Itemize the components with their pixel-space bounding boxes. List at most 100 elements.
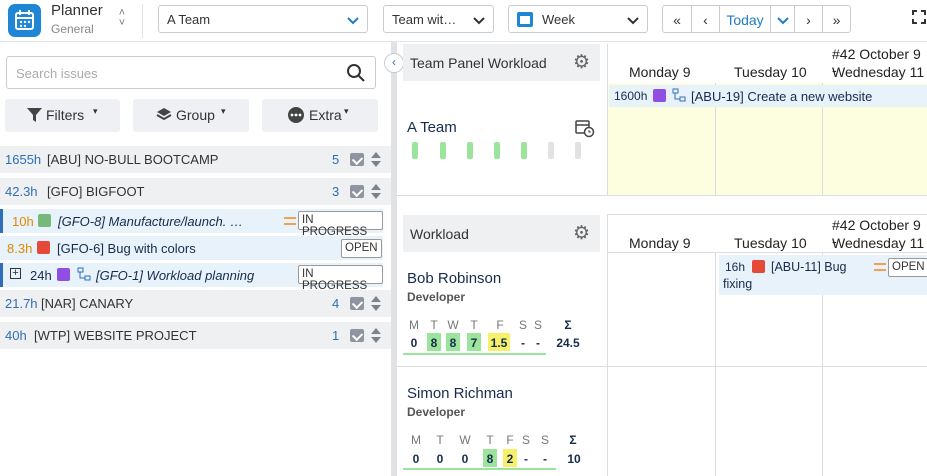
status-badge: IN PROGRESS: [298, 211, 383, 238]
issue-row[interactable]: 10h [GFO-8] Manufacture/launch. … IN PRO…: [0, 209, 383, 238]
layers-icon: [156, 107, 172, 126]
issue-title: [GFO-6] Bug with colors: [57, 241, 196, 256]
day-value: 0: [410, 336, 418, 350]
view-select[interactable]: Team wit…: [383, 5, 494, 33]
last-period-button[interactable]: »: [822, 5, 851, 33]
group-hours: 40h: [5, 328, 27, 343]
app-switch-icon[interactable]: ˄ ˅: [118, 7, 126, 29]
workload-bar: [440, 142, 446, 159]
user-role: Developer: [407, 405, 466, 419]
hierarchy-icon: [77, 267, 91, 284]
group-button[interactable]: Group ▾: [133, 99, 249, 132]
sort-icon[interactable]: [371, 296, 381, 311]
sort-icon[interactable]: [371, 152, 381, 167]
medium-priority-icon: [874, 263, 886, 271]
check-icon[interactable]: [350, 297, 364, 310]
day-value: 0: [412, 452, 420, 466]
workload-bar: [412, 142, 418, 159]
team-select[interactable]: A Team: [158, 5, 368, 33]
today-button[interactable]: Today: [719, 5, 771, 33]
filters-label: Filters: [46, 107, 85, 123]
day-letter: S: [533, 318, 542, 332]
team-name: A Team: [407, 119, 457, 136]
check-icon[interactable]: [350, 185, 364, 198]
group-name: [ABU] NO-BULL BOOTCAMP: [47, 152, 219, 167]
issue-row[interactable]: + 24h [GFO-1] Workload planning IN PROGR…: [0, 263, 383, 292]
group-row-wtp[interactable]: 40h [WTP] WEBSITE PROJECT 1: [0, 322, 391, 349]
group-hours: 21.7h: [5, 296, 38, 311]
day-value: -: [524, 452, 528, 466]
filters-button[interactable]: Filters ▾: [5, 99, 120, 132]
workload-bar: [575, 142, 581, 159]
day-letter: T: [486, 433, 494, 447]
day-value: -: [543, 452, 547, 466]
bug-icon: [37, 241, 50, 254]
gear-icon[interactable]: ⚙: [573, 52, 591, 73]
sort-icon[interactable]: [371, 328, 381, 343]
sort-icon[interactable]: [371, 184, 381, 199]
day-letter: S: [540, 433, 549, 447]
workload-underline: [403, 468, 556, 470]
group-count: 3: [332, 184, 340, 199]
group-name: [WTP] WEBSITE PROJECT: [34, 328, 197, 343]
extra-label: Extra: [309, 107, 342, 123]
issues-panel: Search issues Filters ▾ Group ▾ Extra ▾ …: [0, 42, 391, 476]
view-select-value: Team wit…: [392, 12, 457, 27]
day-letter: M: [411, 433, 421, 447]
sum-value: 10: [567, 452, 581, 466]
week-label: #42 October 9 -: [832, 217, 921, 249]
epic-icon: [653, 89, 666, 102]
group-hours: 42.3h: [5, 184, 38, 199]
day-letter: S: [521, 433, 530, 447]
team-event[interactable]: 1600h [ABU-19] Create a new website: [609, 85, 927, 107]
first-period-button[interactable]: «: [662, 5, 692, 33]
expand-icon[interactable]: +: [10, 268, 21, 279]
more-icon: [288, 107, 304, 126]
top-toolbar: Planner General ˄ ˅ A Team Team wit… Week…: [0, 0, 927, 42]
workload-bar: [494, 142, 500, 159]
fullscreen-icon[interactable]: [912, 10, 926, 27]
search-input[interactable]: Search issues: [6, 56, 376, 89]
calendar-clock-icon[interactable]: [575, 118, 595, 141]
day-value: 8: [446, 333, 460, 351]
day-value: 2: [503, 449, 517, 467]
status-badge: IN PROGRESS: [298, 265, 383, 292]
workload-bar: [467, 142, 473, 159]
day-header: Monday 9: [629, 64, 691, 80]
day-value: -: [521, 336, 525, 350]
collapse-panel-icon[interactable]: ‹: [384, 53, 404, 73]
extra-button[interactable]: Extra ▾: [262, 99, 378, 132]
team-panel-title: Team Panel Workload: [410, 55, 547, 71]
today-dropdown-button[interactable]: [770, 5, 795, 33]
team-select-value: A Team: [167, 12, 211, 27]
day-header: Tuesday 10: [734, 64, 807, 80]
status-badge: OPEN: [341, 239, 382, 258]
caret-down-icon: ▾: [344, 106, 349, 116]
next-period-button[interactable]: ›: [794, 5, 823, 33]
group-row-gfo[interactable]: 42.3h [GFO] BIGFOOT 3: [0, 178, 391, 205]
calendar-icon[interactable]: [8, 4, 41, 37]
period-select[interactable]: Week: [508, 5, 648, 33]
search-icon[interactable]: [347, 64, 365, 85]
bug-icon: [752, 260, 765, 273]
user-role: Developer: [407, 290, 466, 304]
group-name: [GFO] BIGFOOT: [47, 184, 145, 199]
issue-row[interactable]: 8.3h [GFO-6] Bug with colors OPEN: [0, 236, 383, 260]
group-count: 4: [332, 296, 340, 311]
chevron-down-icon: [473, 13, 485, 28]
gear-icon[interactable]: ⚙: [573, 223, 591, 244]
day-letter: M: [409, 318, 419, 332]
caret-down-icon: ▾: [221, 106, 226, 116]
check-icon[interactable]: [350, 153, 364, 166]
story-icon: [38, 214, 51, 227]
previous-period-button[interactable]: ‹: [691, 5, 720, 33]
day-letter: W: [459, 433, 471, 447]
divider: [142, 4, 143, 38]
day-header: Wednesday 11: [832, 64, 925, 80]
group-row-nar[interactable]: 21.7h [NAR] CANARY 4: [0, 290, 391, 317]
check-icon[interactable]: [350, 329, 364, 342]
user-task[interactable]: 16h [ABU-11] Bug fixing OPEN: [719, 255, 927, 295]
group-row-abu[interactable]: 1655h [ABU] NO-BULL BOOTCAMP 5: [0, 146, 391, 173]
panel-resizer[interactable]: [391, 42, 397, 476]
group-name: [NAR] CANARY: [41, 296, 134, 311]
